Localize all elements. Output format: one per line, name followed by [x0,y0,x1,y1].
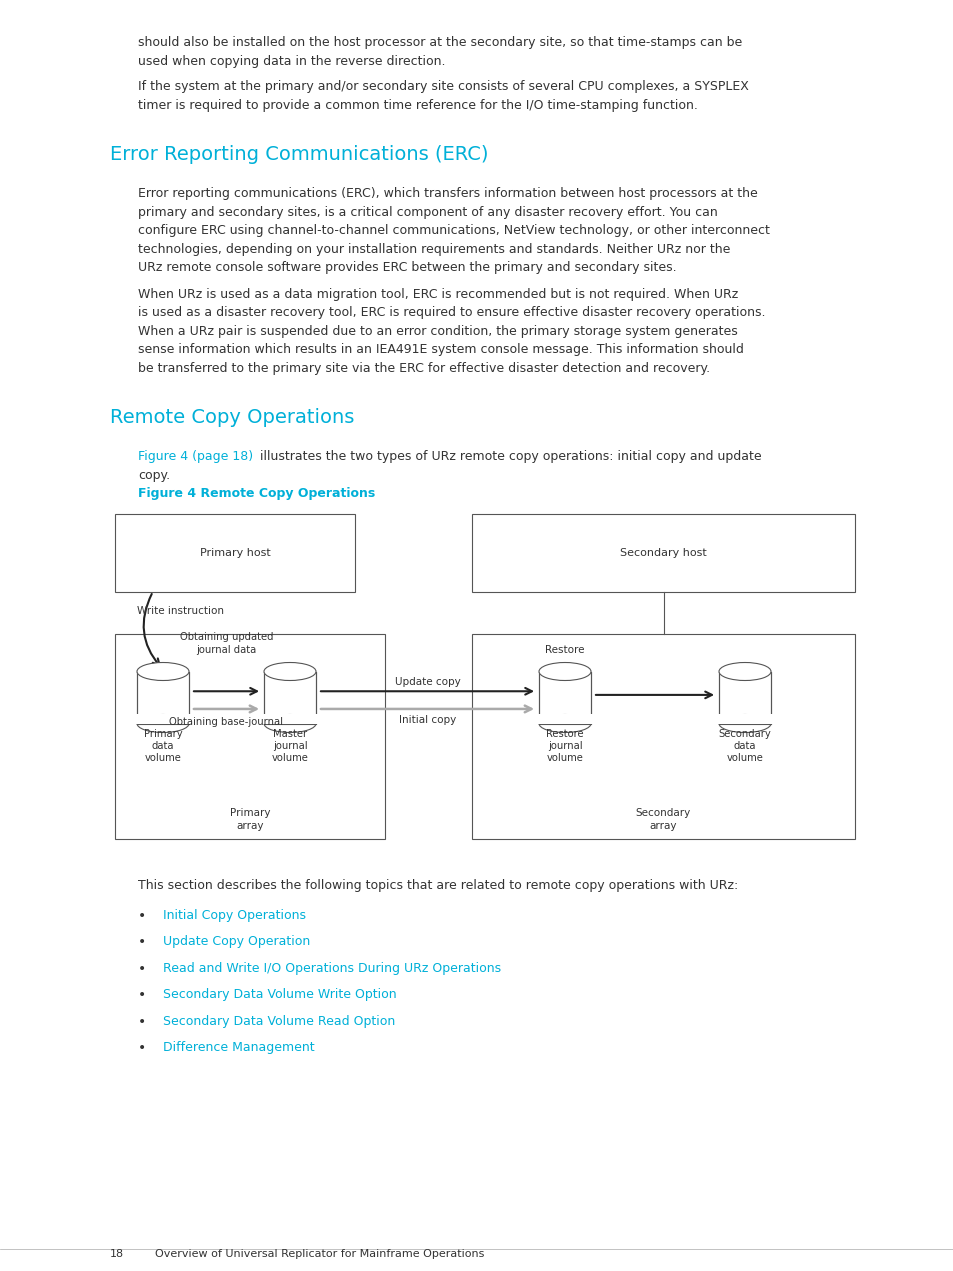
Text: Master
journal
volume: Master journal volume [272,728,308,764]
Text: illustrates the two types of URz remote copy operations: initial copy and update: illustrates the two types of URz remote … [256,450,761,463]
Text: Initial Copy Operations: Initial Copy Operations [163,909,306,921]
Bar [717,713,772,723]
Bar [264,671,315,723]
Text: Secondary host: Secondary host [619,548,706,558]
Text: is used as a disaster recovery tool, ERC is required to ensure effective disaste: is used as a disaster recovery tool, ERC… [138,306,764,319]
Bar [135,713,191,723]
Bar [719,671,770,723]
Text: Update Copy Operation: Update Copy Operation [163,935,310,948]
Text: Update copy: Update copy [395,677,460,688]
Bar [137,671,189,723]
Text: Difference Management: Difference Management [163,1041,314,1054]
Text: Secondary Data Volume Write Option: Secondary Data Volume Write Option [163,988,396,1002]
Text: Initial copy: Initial copy [398,716,456,724]
Bar [472,633,854,839]
Text: •: • [138,988,146,1002]
Bar [264,671,315,723]
Text: Obtaining updated
journal data: Obtaining updated journal data [179,632,273,655]
Text: Remote Copy Operations: Remote Copy Operations [110,408,354,427]
Bar [115,513,355,591]
Text: used when copying data in the reverse direction.: used when copying data in the reverse di… [138,55,445,67]
Ellipse shape [264,714,315,732]
Text: sense information which results in an IEA491E system console message. This infor: sense information which results in an IE… [138,343,743,356]
Text: Restore: Restore [545,644,584,655]
Bar [262,713,317,723]
Text: Error Reporting Communications (ERC): Error Reporting Communications (ERC) [110,145,488,164]
Text: copy.: copy. [138,469,170,482]
Text: This section describes the following topics that are related to remote copy oper: This section describes the following top… [138,878,738,891]
Ellipse shape [137,714,189,732]
Bar [538,671,590,723]
Text: If the system at the primary and/or secondary site consists of several CPU compl: If the system at the primary and/or seco… [138,80,748,93]
Text: Figure 4 (page 18): Figure 4 (page 18) [138,450,253,463]
Text: Write instruction: Write instruction [137,605,224,615]
Text: Secondary
array: Secondary array [636,808,690,831]
Text: Overview of Universal Replicator for Mainframe Operations: Overview of Universal Replicator for Mai… [154,1249,484,1260]
Text: be transferred to the primary site via the ERC for effective disaster detection : be transferred to the primary site via t… [138,361,709,375]
Text: Obtaining base-journal: Obtaining base-journal [170,717,283,727]
Bar [537,713,593,723]
Bar [472,513,854,591]
Text: •: • [138,909,146,923]
Bar [538,671,590,723]
Text: timer is required to provide a common time reference for the I/O time-stamping f: timer is required to provide a common ti… [138,98,698,112]
Bar [137,671,189,723]
Text: •: • [138,935,146,949]
Ellipse shape [719,714,770,732]
Text: Primary
data
volume: Primary data volume [144,728,182,764]
Text: technologies, depending on your installation requirements and standards. Neither: technologies, depending on your installa… [138,243,730,255]
Text: •: • [138,1014,146,1028]
Text: Secondary Data Volume Read Option: Secondary Data Volume Read Option [163,1014,395,1027]
Ellipse shape [264,662,315,680]
Text: URz remote console software provides ERC between the primary and secondary sites: URz remote console software provides ERC… [138,261,676,275]
Text: should also be installed on the host processor at the secondary site, so that ti: should also be installed on the host pro… [138,36,741,50]
Text: primary and secondary sites, is a critical component of any disaster recovery ef: primary and secondary sites, is a critic… [138,206,717,219]
Text: Figure 4 Remote Copy Operations: Figure 4 Remote Copy Operations [138,487,375,500]
Text: •: • [138,961,146,976]
Text: Primary
array: Primary array [230,808,270,831]
Text: •: • [138,1041,146,1055]
Text: When a URz pair is suspended due to an error condition, the primary storage syst: When a URz pair is suspended due to an e… [138,324,737,338]
Text: configure ERC using channel-to-channel communications, NetView technology, or ot: configure ERC using channel-to-channel c… [138,224,769,236]
Ellipse shape [538,714,590,732]
Text: Restore
journal
volume: Restore journal volume [546,728,583,764]
Text: Read and Write I/O Operations During URz Operations: Read and Write I/O Operations During URz… [163,961,500,975]
Ellipse shape [719,662,770,680]
Bar [115,633,385,839]
Text: 18: 18 [110,1249,124,1260]
Bar [719,671,770,723]
Text: When URz is used as a data migration tool, ERC is recommended but is not require: When URz is used as a data migration too… [138,287,738,300]
Text: Error reporting communications (ERC), which transfers information between host p: Error reporting communications (ERC), wh… [138,187,757,200]
Ellipse shape [137,662,189,680]
Text: Primary host: Primary host [199,548,270,558]
Ellipse shape [538,662,590,680]
Text: Secondary
data
volume: Secondary data volume [718,728,771,764]
